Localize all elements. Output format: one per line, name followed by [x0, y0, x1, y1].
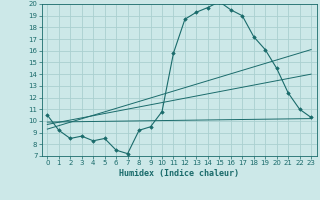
X-axis label: Humidex (Indice chaleur): Humidex (Indice chaleur)	[119, 169, 239, 178]
